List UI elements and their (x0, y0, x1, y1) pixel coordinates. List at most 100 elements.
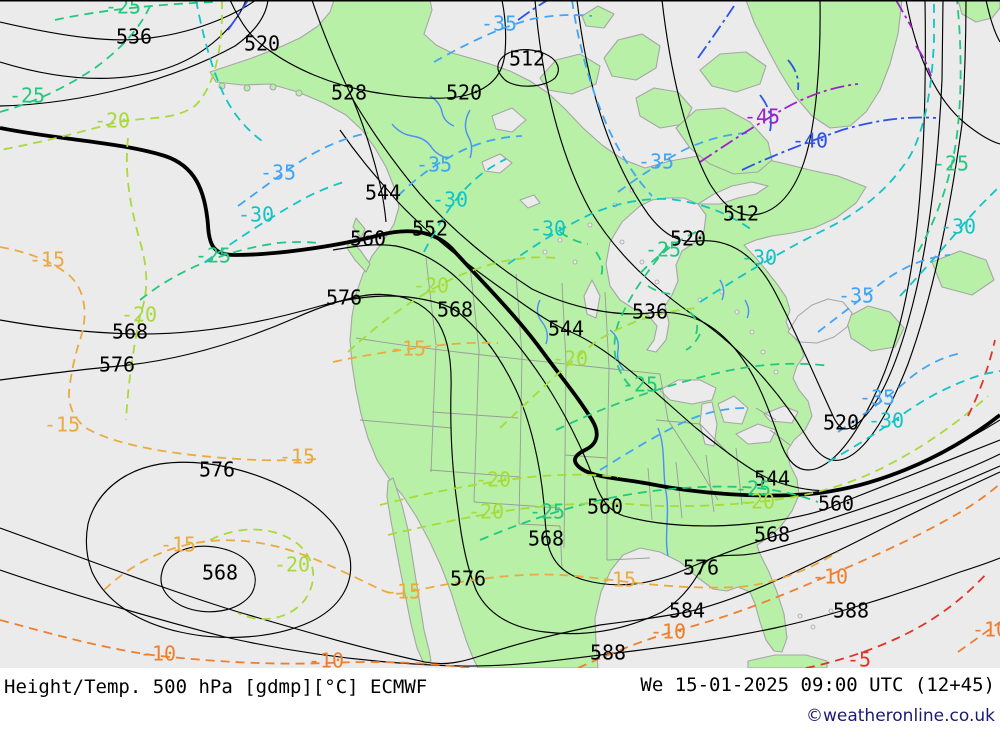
height-contour (0, 471, 1000, 665)
lake-dot (749, 329, 755, 335)
state-border (667, 419, 701, 471)
temp-contour--35 (617, 132, 749, 193)
temp-label: -35 (838, 284, 874, 308)
lake (491, 107, 527, 133)
temp-label: -30 (940, 215, 976, 239)
temp-contour--25 (559, 231, 589, 245)
state-border (469, 265, 480, 351)
state-border (659, 373, 669, 421)
height-contour (0, 557, 1000, 667)
temp-label: -20 (413, 274, 449, 298)
river (609, 329, 625, 371)
height-contour (985, 0, 1000, 43)
temp-contour--5 (967, 339, 996, 417)
height-label: 520 (670, 227, 706, 251)
temp-contour--25 (0, 5, 151, 113)
temp-contour--35 (837, 352, 963, 433)
temp-contour--40 (697, 5, 735, 59)
temp-contour--35 (237, 132, 369, 207)
temp-label: -20 (552, 347, 588, 371)
temp-contour--25 (647, 285, 675, 295)
copyright-link[interactable]: ©weatheronline.co.uk (805, 706, 995, 726)
landmass (699, 51, 767, 93)
temp-contour--15 (332, 341, 499, 363)
state-border (699, 423, 731, 456)
temp-contour--35 (817, 254, 951, 333)
temp-label: -25 (9, 84, 45, 108)
map-canvas: 536 520 528 520 512 512 520 544 552 560 576 568 568 5… (0, 0, 1000, 668)
temp-label: -20 (468, 500, 504, 524)
height-label: 568 (202, 561, 238, 585)
river (464, 109, 473, 159)
height-label: 520 (823, 411, 859, 435)
landmass (635, 87, 693, 129)
temp-contour--25 (595, 251, 604, 279)
height-contour-bold-552 (0, 126, 1000, 498)
lake (697, 181, 769, 205)
state-border (518, 354, 523, 525)
height-contour (497, 49, 559, 87)
island-dot (243, 84, 251, 92)
state-border (606, 367, 610, 471)
temp-contour--25 (637, 231, 697, 277)
height-label: 544 (548, 317, 584, 341)
temp-label: -20 (274, 553, 310, 577)
temp-label: -15 (390, 337, 426, 361)
river (391, 123, 449, 159)
temp-contour--45 (699, 83, 859, 163)
temp-label: -25 (622, 373, 658, 397)
state-border (355, 337, 661, 375)
height-label: 576 (683, 556, 719, 580)
state-border (559, 525, 563, 571)
temp-label: -15 (279, 445, 315, 469)
map-top-border (0, 0, 1000, 2)
height-contour (576, 0, 944, 430)
lake-dot (542, 249, 548, 255)
height-label: 544 (754, 467, 790, 491)
temp-contour--5 (805, 571, 989, 668)
state-border (473, 349, 480, 503)
temp-label: -40 (792, 129, 828, 153)
lake-dot (734, 309, 740, 315)
temp-contour--30 (423, 158, 507, 253)
temp-contour--25 (689, 311, 699, 335)
temp-label: -25 (195, 244, 231, 268)
lake (659, 379, 717, 405)
state-border (359, 419, 453, 429)
temp-label: -10 (812, 565, 848, 589)
temp-label: -25 (645, 238, 681, 262)
island-dot (269, 83, 277, 91)
lake-dot (587, 222, 593, 228)
temp-label: -35 (638, 150, 674, 174)
lake-dot (572, 259, 578, 265)
island-dot (295, 89, 303, 97)
lake-dot (810, 624, 816, 630)
height-contour (311, 0, 387, 223)
state-border (564, 454, 608, 459)
caption-bar: Height/Temp. 500 hPa [gdmp][°C] ECMWF We… (0, 668, 1000, 733)
height-label: 576 (450, 567, 486, 591)
temp-label: -30 (238, 203, 274, 227)
temp-label: -25 (735, 477, 771, 501)
height-label: 512 (509, 47, 545, 71)
temp-contour--20 (379, 473, 619, 506)
temp-contour--40 (787, 59, 800, 91)
temp-label: -15 (385, 580, 421, 604)
height-label: 536 (632, 300, 668, 324)
lake-dot (828, 608, 834, 614)
height-label: 560 (587, 495, 623, 519)
height-label: 528 (331, 81, 367, 105)
height-contour (229, 0, 507, 99)
temp-contour--25 (139, 241, 319, 301)
temp-contour--25 (685, 333, 701, 351)
temp-contour--25 (917, 0, 962, 253)
temp-label: -10 (140, 642, 176, 666)
lake-dot (639, 259, 645, 265)
height-label: 584 (669, 599, 705, 623)
lake (605, 197, 707, 353)
state-border (561, 282, 567, 363)
temp-contour--35 (571, 0, 653, 197)
temp-label: -15 (29, 248, 65, 272)
temp-contour--30 (204, 180, 348, 263)
lake-dot (760, 349, 766, 355)
